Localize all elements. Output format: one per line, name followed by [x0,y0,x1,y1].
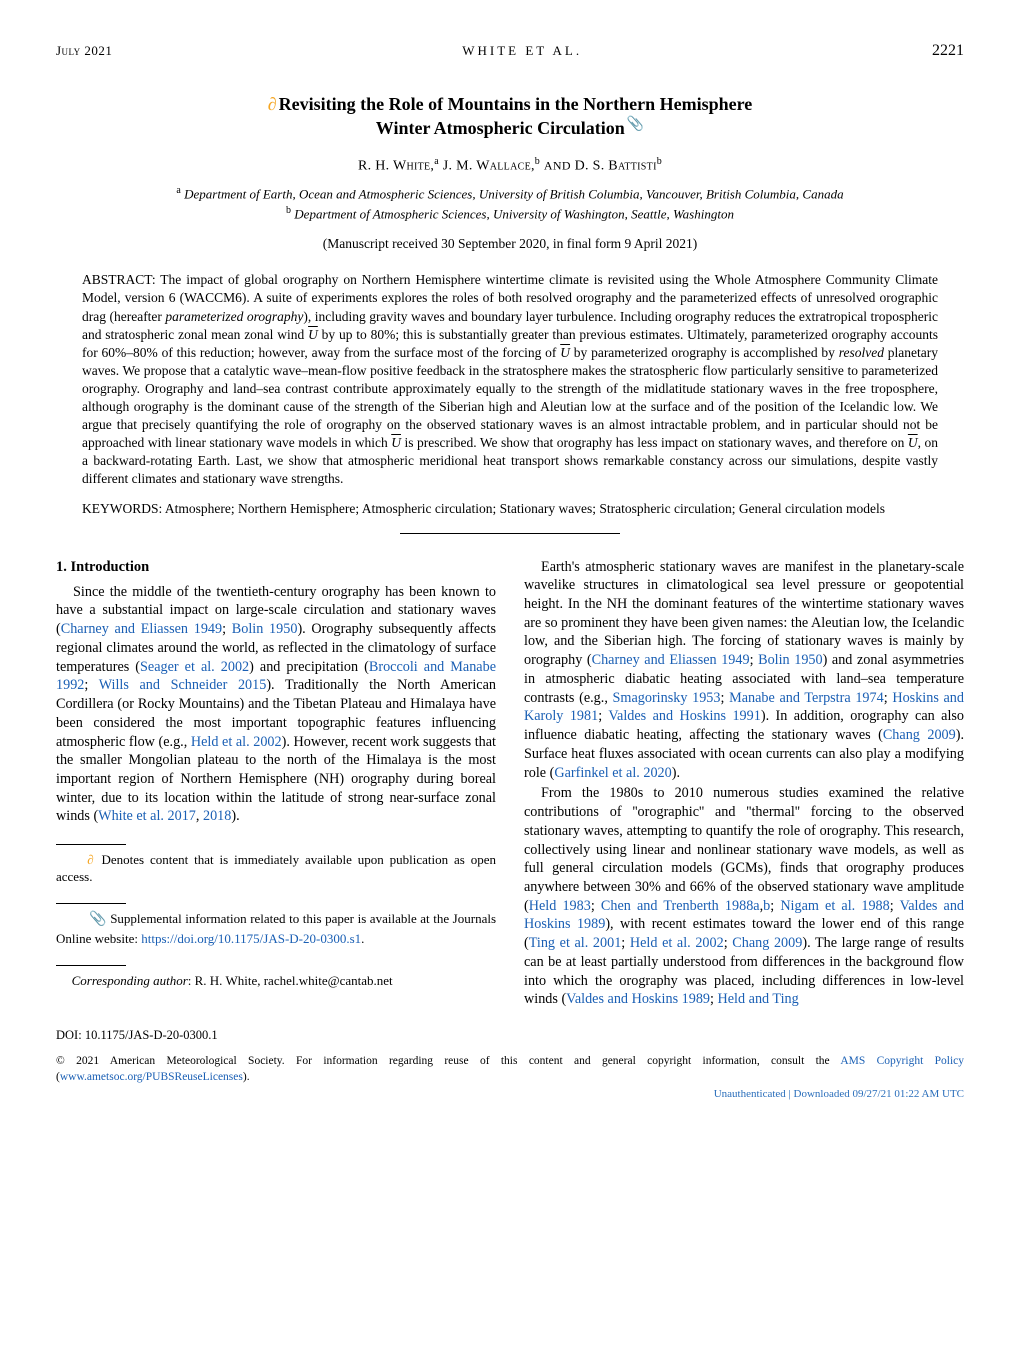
header-page-number: 2221 [932,40,964,62]
title-block: ∂Revisiting the Role of Mountains in the… [56,92,964,141]
intro-paragraph-2: Earth's atmospheric stationary waves are… [524,558,964,783]
footnote-rule [56,844,126,845]
footnote-rule [56,965,126,966]
footnote-corresponding: Corresponding author: R. H. White, rache… [56,972,496,989]
citation-link[interactable]: Wills and Schneider 2015 [99,677,267,693]
citation-link[interactable]: Ting et al. 2001 [529,935,622,951]
citation-link[interactable]: Seager et al. 2002 [140,659,249,675]
keywords-block: KEYWORDS: Atmosphere; Northern Hemispher… [82,500,938,518]
intro-paragraph-1: Since the middle of the twentieth-centur… [56,583,496,827]
download-stamp: Unauthenticated | Downloaded 09/27/21 01… [56,1087,964,1102]
header-authors-short: WHITE ET AL. [462,42,582,60]
citation-link[interactable]: Chang 2009 [883,727,956,743]
affiliation-a: Department of Earth, Ocean and Atmospher… [184,186,843,201]
right-column: Earth's atmospheric stationary waves are… [524,558,964,1012]
intro-paragraph-3: From the 1980s to 2010 numerous studies … [524,784,964,1009]
keywords-label: KEYWORDS: [82,501,162,516]
citation-link[interactable]: White et al. 2017 [98,808,196,824]
copyright-line: © 2021 American Meteorological Society. … [56,1054,964,1085]
paperclip-icon: 📎 [627,116,644,135]
citation-link[interactable]: Held et al. 2002 [191,734,282,750]
body-columns: 1. Introduction Since the middle of the … [56,558,964,1012]
citation-link[interactable]: Manabe and Terpstra 1974 [729,690,884,706]
left-column: 1. Introduction Since the middle of the … [56,558,496,1012]
article-title-line2: Winter Atmospheric Circulation [376,118,625,138]
citation-link[interactable]: Bolin 1950 [232,621,298,637]
authors-line: R. H. White,a J. M. Wallace,b AND D. S. … [56,155,964,177]
affiliations: a Department of Earth, Ocean and Atmosph… [56,184,964,223]
affiliation-b: Department of Atmospheric Sciences, Univ… [294,206,734,221]
citation-link[interactable]: Valdes and Hoskins 1991 [608,708,761,724]
citation-link[interactable]: Charney and Eliassen 1949 [592,652,750,668]
open-access-icon: ∂ [72,851,94,868]
article-title-line1: Revisiting the Role of Mountains in the … [279,94,753,114]
citation-link[interactable]: Held 1983 [529,898,591,914]
citation-link[interactable]: Chang 2009 [732,935,802,951]
citation-link[interactable]: Charney and Eliassen 1949 [61,621,222,637]
abstract-block: ABSTRACT: The impact of global orography… [82,271,938,488]
citation-link[interactable]: Held and Ting [718,991,799,1007]
citation-link[interactable]: Bolin 1950 [758,652,823,668]
citation-link[interactable]: Held et al. 2002 [630,935,724,951]
header-date: July 2021 [56,42,112,60]
footnote-rule [56,903,126,904]
citation-link[interactable]: Valdes and Hoskins 1989 [566,991,710,1007]
manuscript-dates: (Manuscript received 30 September 2020, … [56,235,964,253]
running-header: July 2021 WHITE ET AL. 2221 [56,40,964,62]
supplement-link[interactable]: https://doi.org/10.1175/JAS-D-20-0300.s1 [141,931,361,946]
citation-link[interactable]: 2018 [203,808,231,824]
citation-link[interactable]: Smagorinsky 1953 [613,690,721,706]
citation-link[interactable]: b [763,898,770,914]
citation-link[interactable]: Nigam et al. 1988 [780,898,889,914]
doi-line: DOI: 10.1175/JAS-D-20-0300.1 [56,1027,964,1044]
open-access-icon: ∂ [268,92,277,116]
citation-link[interactable]: Chen and Trenberth 1988a [601,898,760,914]
footnote-open-access: ∂ Denotes content that is immediately av… [56,851,496,885]
footnote-supplement: 📎 Supplemental information related to th… [56,910,496,947]
divider-rule [400,533,620,534]
copyright-link[interactable]: www.ametsoc.org/PUBSReuseLicenses [60,1071,243,1083]
paperclip-icon: 📎 [74,911,107,929]
section-heading-1: 1. Introduction [56,558,496,577]
copyright-link[interactable]: AMS Copyright Policy [840,1055,964,1067]
abstract-label: ABSTRACT: [82,272,156,287]
citation-link[interactable]: Garfinkel et al. 2020 [554,765,671,781]
keywords-text: Atmosphere; Northern Hemisphere; Atmosph… [165,501,885,516]
